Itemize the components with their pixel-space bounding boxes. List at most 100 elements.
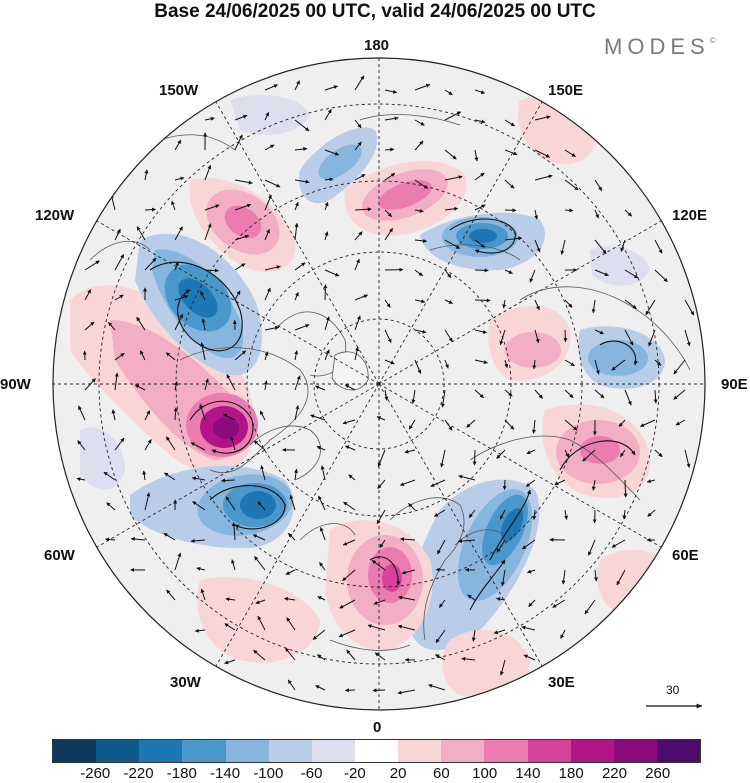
wind-vector-arrow xyxy=(163,532,176,541)
wind-vector-arrow xyxy=(564,149,576,158)
wind-vector-arrow xyxy=(204,116,215,121)
wind-vector-arrow xyxy=(384,147,395,152)
wind-vector-arrow xyxy=(384,389,389,401)
wind-vector-arrow xyxy=(384,116,399,121)
wind-vector-arrow xyxy=(204,268,219,273)
wind-vector-arrow xyxy=(414,119,425,126)
wind-vector-arrow xyxy=(504,419,515,430)
wind-vector-arrow xyxy=(564,509,569,520)
wind-vector-arrow xyxy=(564,449,570,458)
wind-vector-arrow xyxy=(532,359,537,370)
wind-vector-arrow xyxy=(624,209,633,217)
wind-vector-arrow xyxy=(324,85,338,91)
wind-vector-arrow xyxy=(624,269,639,279)
colorbar-swatch xyxy=(570,740,614,762)
colorbar-tick-label: 60 xyxy=(433,765,450,782)
chart-title: Base 24/06/2025 00 UTC, valid 24/06/2025… xyxy=(154,1,596,22)
wind-vector-arrow xyxy=(264,144,275,151)
wind-vector-arrow xyxy=(134,384,146,391)
wind-vector-arrow xyxy=(397,624,416,631)
wind-vector-arrow xyxy=(534,115,551,121)
wind-vector-arrow xyxy=(414,238,428,243)
wind-vector-arrow xyxy=(294,222,299,241)
wind-vector-arrow xyxy=(384,359,395,365)
wind-vector-arrow xyxy=(200,588,206,601)
wind-vector-arrow xyxy=(527,569,536,574)
wind-vector-arrow xyxy=(234,114,248,121)
wind-vector-arrow xyxy=(314,385,326,391)
wind-vector-arrow xyxy=(264,111,270,121)
wind-vector-arrow xyxy=(384,209,393,218)
colorbar-tick-label: -140 xyxy=(210,765,241,782)
wind-vector-arrow xyxy=(144,492,151,511)
wind-vector-arrow xyxy=(144,169,149,181)
wind-vector-arrow xyxy=(315,685,326,691)
wind-vector-arrow xyxy=(84,378,96,391)
colorbar-tick-label: -20 xyxy=(344,765,366,782)
wind-vector-arrow xyxy=(354,231,363,241)
wind-vector-arrow xyxy=(114,228,121,241)
wind-vector-arrow xyxy=(594,359,600,375)
wind-vector-arrow xyxy=(199,403,206,421)
wind-vector-arrow xyxy=(201,318,206,331)
streamlines xyxy=(149,218,639,611)
wind-vector-arrow xyxy=(526,449,536,455)
wind-vector-arrow xyxy=(310,414,326,421)
wind-vector-arrow xyxy=(354,207,372,212)
wind-vector-arrow xyxy=(594,389,605,399)
wind-vector-arrow xyxy=(144,207,156,212)
label-90e: 90E xyxy=(721,376,748,393)
colorbar-swatch xyxy=(527,740,571,762)
wind-vector-arrow xyxy=(114,254,125,271)
wind-vector-arrow xyxy=(234,179,253,185)
wind-vector-arrow xyxy=(468,509,476,518)
wind-vector-arrow xyxy=(323,284,328,301)
wind-vector-arrow xyxy=(534,389,543,399)
wind-vector-arrow xyxy=(200,291,206,301)
colorbar-tick-label: 260 xyxy=(645,765,671,782)
wind-vector-arrow xyxy=(200,342,206,361)
wind-vector-arrow xyxy=(461,656,476,661)
wind-vector-arrow xyxy=(374,652,386,661)
wind-vector-arrow xyxy=(384,299,391,308)
wind-vector-arrow xyxy=(438,599,446,608)
wind-vector-arrow xyxy=(414,269,423,277)
wind-vector-arrow xyxy=(474,298,491,303)
wind-vector-arrow xyxy=(474,89,486,94)
wind-vector-arrow xyxy=(324,231,329,241)
wind-vector-arrow xyxy=(294,375,301,391)
wind-vector-arrow xyxy=(204,164,212,181)
wind-vector-arrow xyxy=(474,172,485,181)
wind-vector-arrow xyxy=(144,257,157,271)
wind-vector-arrow xyxy=(408,419,416,430)
wind-vector-arrow xyxy=(260,465,266,481)
wind-vector-arrow xyxy=(414,140,424,151)
land-outlines xyxy=(89,114,691,651)
wind-vector-arrow xyxy=(174,552,182,571)
wind-vector-arrow xyxy=(174,139,182,151)
wind-vector-arrow xyxy=(502,479,507,491)
wind-vector-arrow xyxy=(594,239,607,255)
wind-vector-arrow xyxy=(257,501,266,511)
wind-vector-arrow xyxy=(294,179,310,184)
wind-vector-arrow xyxy=(234,234,250,241)
wind-vector-arrow xyxy=(164,472,176,481)
colorbar-tick-label: 220 xyxy=(601,765,627,782)
wind-vector-arrow xyxy=(624,329,634,346)
wind-vector-arrow xyxy=(435,629,446,644)
wind-vector-arrow xyxy=(173,407,178,421)
wind-vector-arrow xyxy=(474,149,479,162)
wind-vector-arrow xyxy=(253,440,266,451)
wind-vector-arrow xyxy=(165,436,176,451)
wind-vector-arrow xyxy=(111,409,116,421)
wind-vector-arrow xyxy=(144,410,151,421)
wind-vector-arrow xyxy=(564,299,573,308)
wind-vector-arrow xyxy=(534,299,540,311)
wind-vector-arrow xyxy=(130,537,146,542)
wind-vector-arrow xyxy=(192,501,206,511)
wind-vector-arrow xyxy=(319,562,326,571)
label-60w: 60W xyxy=(44,547,75,564)
wind-vector-arrow xyxy=(640,419,656,427)
wind-vector-arrow xyxy=(560,629,566,639)
wind-vector-arrow xyxy=(620,239,626,252)
